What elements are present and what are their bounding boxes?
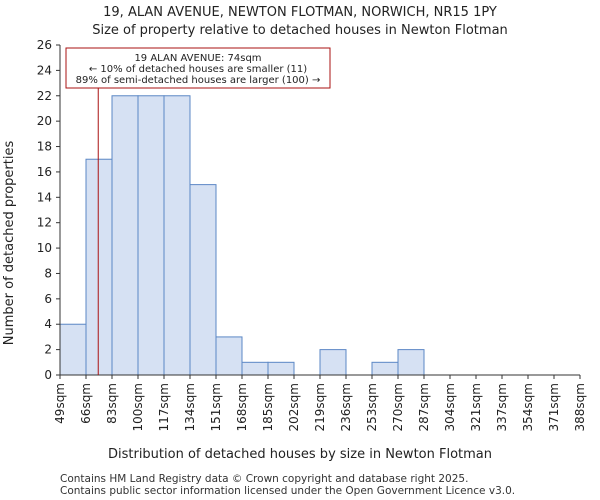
histogram-bar [111, 95, 139, 376]
histogram-bar [371, 361, 399, 376]
x-tick-label: 219sqm [313, 383, 327, 431]
annotation-larger: 89% of semi-detached houses are larger (… [76, 75, 321, 86]
x-axis-label: Distribution of detached houses by size … [108, 447, 492, 462]
x-tick-label: 354sqm [521, 383, 535, 431]
histogram-bar [319, 349, 347, 376]
x-tick-label: 151sqm [209, 383, 223, 431]
x-tick-label: 49sqm [53, 383, 67, 424]
footer-licence: Contains public sector information licen… [60, 485, 515, 497]
x-tick-label: 117sqm [157, 383, 171, 431]
x-tick-label: 388sqm [573, 383, 587, 431]
histogram-bar [59, 323, 87, 376]
x-tick-label: 66sqm [79, 383, 93, 424]
y-tick-label: 26 [37, 38, 52, 52]
x-tick-label: 236sqm [339, 383, 353, 431]
histogram-bar [267, 361, 295, 376]
histogram-bar [189, 184, 217, 376]
y-axis-label: Number of detached properties [2, 141, 17, 346]
x-tick-label: 304sqm [443, 383, 457, 431]
x-tick-label: 83sqm [105, 383, 119, 424]
histogram-bar [137, 95, 165, 376]
annotation-frame [65, 47, 331, 89]
y-tick-label: 22 [37, 89, 52, 103]
annotation-smaller: ← 10% of detached houses are smaller (11… [89, 64, 307, 75]
y-tick-label: 16 [37, 165, 52, 179]
x-tick-label: 168sqm [235, 383, 249, 431]
y-tick-label: 12 [37, 216, 52, 230]
x-tick-label: 287sqm [417, 383, 431, 431]
x-tick-label: 270sqm [391, 383, 405, 431]
histogram-bar [85, 158, 113, 376]
chart-title: 19, ALAN AVENUE, NEWTON FLOTMAN, NORWICH… [103, 5, 497, 20]
x-tick-label: 371sqm [547, 383, 561, 431]
x-tick-label: 253sqm [365, 383, 379, 431]
histogram-bar [215, 336, 243, 376]
bars-group [59, 95, 425, 376]
y-tick-label: 20 [37, 114, 52, 128]
y-tick-label: 24 [37, 63, 52, 77]
y-tick-label: 14 [37, 190, 52, 204]
y-tick-label: 2 [44, 343, 52, 357]
y-tick-label: 18 [37, 140, 52, 154]
x-axis: 49sqm 66sqm 83sqm 100sqm 117sqm 134sqm 151sqm 1… [53, 374, 587, 431]
histogram-bar [241, 361, 269, 376]
x-tick-label: 100sqm [131, 383, 145, 431]
chart-subtitle: Size of property relative to detached ho… [92, 23, 508, 38]
histogram-bar [163, 95, 191, 376]
y-tick-label: 8 [44, 266, 52, 280]
footer-copyright: Contains HM Land Registry data © Crown c… [60, 473, 468, 485]
x-tick-label: 337sqm [495, 383, 509, 431]
y-tick-label: 4 [44, 317, 52, 331]
y-tick-label: 6 [44, 292, 52, 306]
annotation-box: 19 ALAN AVENUE: 74sqm ← 10% of detached … [65, 47, 331, 89]
x-tick-label: 321sqm [469, 383, 483, 431]
y-tick-label: 0 [44, 368, 52, 382]
histogram-bar [397, 349, 425, 376]
x-tick-label: 134sqm [183, 383, 197, 431]
y-tick-label: 10 [37, 241, 52, 255]
x-tick-label: 202sqm [287, 383, 301, 431]
x-tick-label: 185sqm [261, 383, 275, 431]
annotation-title: 19 ALAN AVENUE: 74sqm [134, 53, 261, 64]
